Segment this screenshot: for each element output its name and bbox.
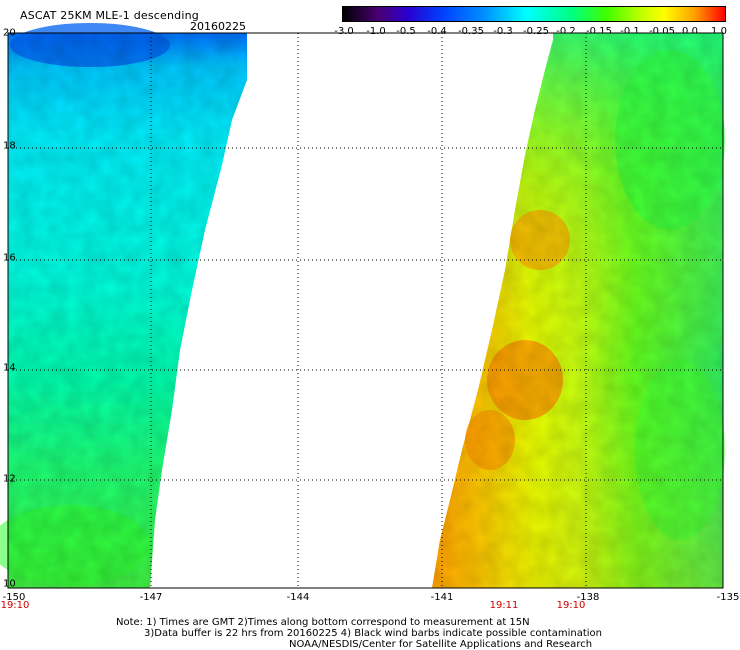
lon-label: -144 [286,592,310,603]
lon-label: -147 [139,592,163,603]
footnote-line-2: 3)Data buffer is 22 hrs from 20160225 4)… [144,628,602,639]
colorbar-tick: -0.35 [458,26,484,37]
colorbar-tick: -0.5 [396,26,416,37]
colorbar [342,6,726,22]
lon-label: -138 [576,592,600,603]
colorbar-tick: -0.3 [493,26,513,37]
map-title: ASCAT 25KM MLE-1 descending [20,9,199,22]
colorbar-tick: 1.0 [711,26,727,37]
pass-time-label: 19:10 [556,600,586,611]
lat-label: 14 [3,362,16,374]
lat-label: 16 [3,252,16,264]
footnote-line-1: Note: 1) Times are GMT 2)Times along bot… [116,617,530,628]
longitude-gridlines [150,33,587,588]
colorbar-tick: -0.05 [649,26,675,37]
right-swath-texture [432,33,723,588]
lon-label: -141 [430,592,454,603]
lat-label: 10 [3,578,16,590]
plot-frame [7,32,724,589]
lat-label: 18 [3,140,16,152]
colorbar-tick: -0.1 [620,26,640,37]
colorbar-tick: -3.0 [334,26,354,37]
lon-label: -150 [2,592,26,603]
colorbar-tick: -1.0 [366,26,386,37]
colorbar-tick: -0.4 [427,26,447,37]
left-swath-texture [8,33,247,588]
colorbar-tick: -0.25 [523,26,549,37]
colorbar-tick: -0.2 [556,26,576,37]
lat-label: 20 [3,27,16,39]
pass-time-label: 19:11 [489,600,519,611]
pass-time-label: 19:10 [0,600,30,611]
lon-label: -135 [716,592,740,603]
lat-label: 12 [3,473,16,485]
map-date: 20160225 [190,20,246,33]
footnote-credit: NOAA/NESDIS/Center for Satellite Applica… [289,639,593,650]
colorbar-tick: -0.15 [586,26,612,37]
colorbar-tick: 0.0 [682,26,698,37]
